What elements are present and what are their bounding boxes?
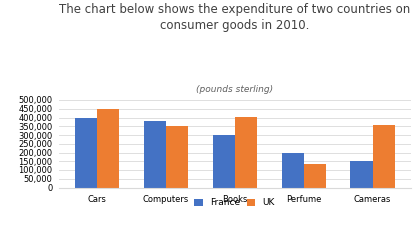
Bar: [212, 135, 235, 188]
Bar: [97, 109, 119, 188]
Text: (pounds sterling): (pounds sterling): [196, 85, 273, 94]
Bar: [282, 152, 304, 188]
Bar: [75, 118, 97, 188]
Bar: [350, 161, 372, 188]
Text: The chart below shows the expenditure of two countries on
consumer goods in 2010: The chart below shows the expenditure of…: [59, 2, 410, 32]
Legend: France, UK: France, UK: [191, 195, 279, 211]
Bar: [166, 126, 188, 188]
Bar: [235, 116, 257, 188]
Bar: [144, 121, 166, 188]
Bar: [372, 124, 395, 188]
Bar: [304, 164, 326, 188]
